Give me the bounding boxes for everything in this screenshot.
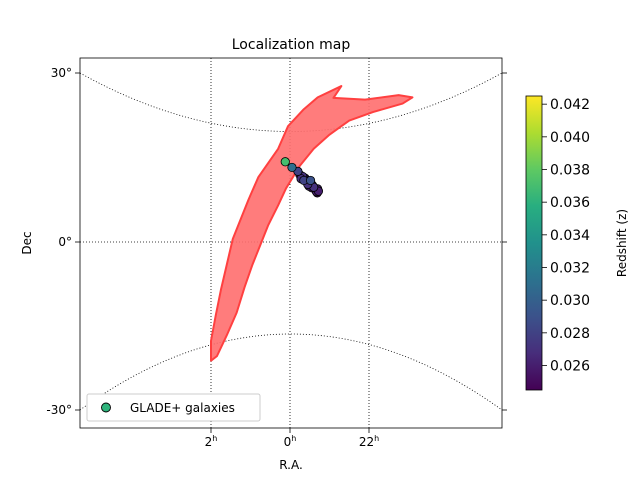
x-tick-label: 0h: [284, 434, 297, 449]
x-tick-label: 22h: [359, 434, 379, 449]
chart-title: Localization map: [232, 37, 351, 53]
legend-marker-icon: [101, 402, 111, 413]
colorbar-tick-label: 0.036: [550, 195, 590, 211]
galaxy-marker: [305, 175, 316, 186]
galaxy-marker: [287, 162, 297, 173]
legend-label: GLADE+ galaxies: [130, 401, 235, 415]
localization-region: [210, 85, 414, 362]
x-axis-ticks: 2h 0h 22h: [205, 428, 379, 449]
colorbar: 0.026 0.028 0.030 0.032 0.034 0.036 0.038 0.040…: [525, 95, 629, 391]
colorbar-tick-label: 0.040: [550, 130, 590, 146]
y-axis-ticks: 30° 0° -30°: [46, 66, 507, 417]
grid-lines: [79, 58, 503, 428]
colorbar-tick-label: 0.026: [550, 359, 590, 375]
colorbar-tick-label: 0.038: [550, 163, 590, 179]
x-tick-label: 2h: [205, 434, 218, 449]
colorbar-tick-label: 0.042: [550, 97, 590, 113]
plot-frame: [79, 57, 503, 429]
y-tick-label: -30°: [46, 403, 72, 417]
galaxy-markers: [280, 157, 324, 198]
y-tick-label: 30°: [51, 66, 72, 80]
colorbar-tick-label: 0.032: [550, 261, 590, 277]
y-axis-label: Dec: [20, 231, 34, 254]
galaxy-marker: [280, 157, 290, 167]
colorbar-tick-label: 0.028: [550, 326, 590, 342]
localization-region-polygon: [210, 85, 414, 362]
colorbar-ticks: 0.026 0.028 0.030 0.032 0.034 0.036 0.038 0.040…: [542, 97, 590, 375]
grid-parallel-north: [79, 72, 503, 132]
colorbar-label: Redshift (z): [615, 209, 629, 277]
colorbar-tick-label: 0.034: [550, 228, 590, 244]
legend-box: [86, 393, 261, 422]
grid-parallel-south: [79, 333, 503, 411]
colorbar-tick-label: 0.030: [550, 293, 590, 309]
y-tick-label: 0°: [58, 235, 72, 249]
legend: GLADE+ galaxies: [86, 393, 261, 422]
x-axis-label: R.A.: [279, 458, 303, 472]
colorbar-gradient: [525, 95, 543, 391]
